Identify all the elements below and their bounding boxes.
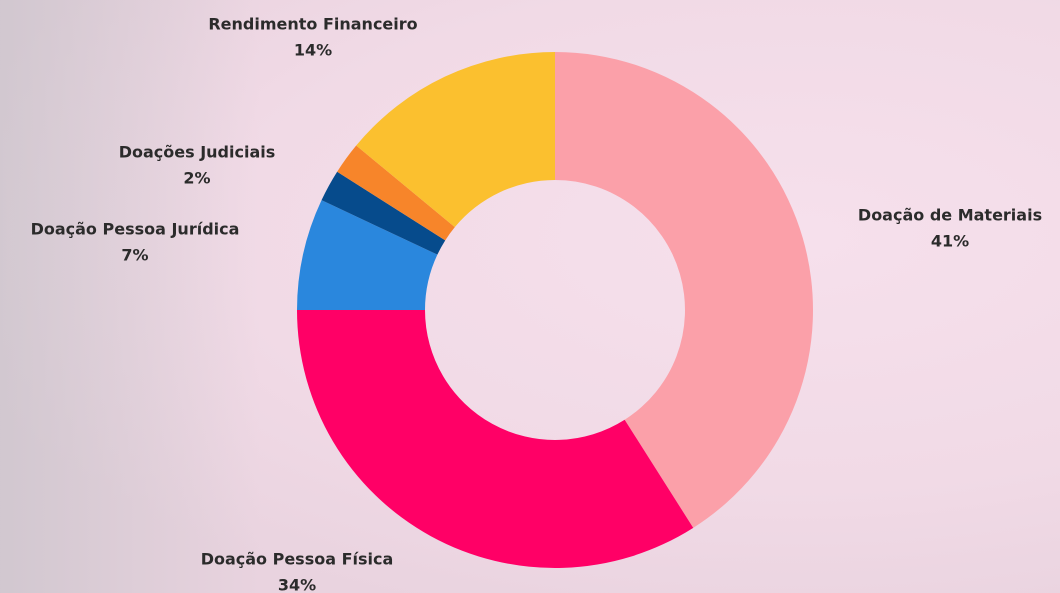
donut-segment	[555, 52, 814, 528]
segment-value: 41%	[931, 232, 969, 251]
donut-segment	[321, 171, 446, 255]
donut-segment	[337, 145, 455, 241]
donut-segment	[297, 310, 694, 568]
segment-label: Doação de Materiais	[858, 206, 1042, 225]
segment-label: Doação Pessoa Jurídica	[31, 220, 240, 239]
segment-label: Doações Judiciais	[119, 143, 276, 162]
segment-value: 14%	[294, 41, 332, 60]
donut-segment	[297, 200, 438, 310]
donut-segment	[356, 52, 555, 228]
segment-label: Rendimento Financeiro	[208, 15, 417, 34]
segment-value: 7%	[121, 246, 148, 265]
background	[0, 0, 260, 593]
segment-value: 2%	[183, 169, 210, 188]
segment-label: Doação Pessoa Física	[201, 550, 394, 569]
segment-value: 34%	[278, 576, 316, 593]
